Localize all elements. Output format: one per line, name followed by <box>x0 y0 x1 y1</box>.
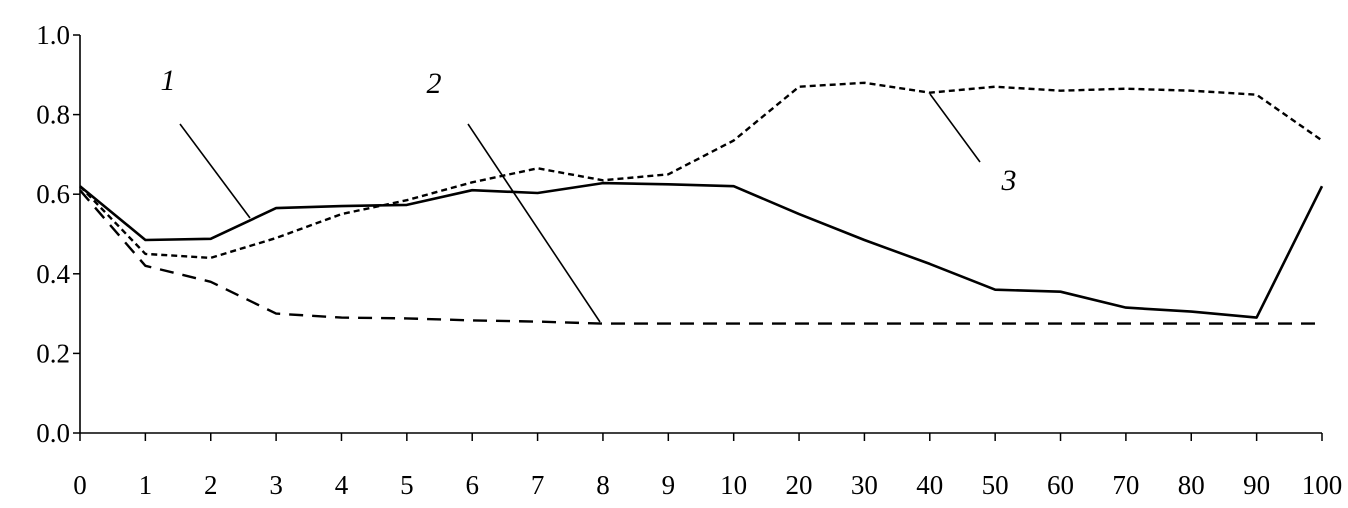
series-lines <box>79 81 1324 325</box>
series-line-1 <box>79 181 1324 319</box>
x-tick-label: 60 <box>1047 470 1074 500</box>
series-leader-line-3 <box>929 93 981 163</box>
x-tick-label: 20 <box>786 470 813 500</box>
series-annotations: 1 2 3 <box>161 64 1017 323</box>
x-tick-label: 2 <box>204 470 218 500</box>
x-tick-label: 4 <box>335 470 349 500</box>
series-leader-line-2 <box>467 123 601 323</box>
series-line-3 <box>79 81 1323 260</box>
x-tick-label: 9 <box>662 470 676 500</box>
x-tick-label: 70 <box>1112 470 1139 500</box>
x-tick-label: 50 <box>982 470 1009 500</box>
x-tick-label: 8 <box>596 470 610 500</box>
x-tick-label: 100 <box>1302 470 1343 500</box>
series-leader-line-1 <box>179 123 251 219</box>
x-tick-label: 0 <box>73 470 87 500</box>
y-tick-label: 1.0 <box>36 20 70 50</box>
series-label-1: 1 <box>161 64 176 97</box>
x-tick-label: 5 <box>400 470 414 500</box>
x-tick-label: 90 <box>1243 470 1270 500</box>
series-label-2: 2 <box>427 67 442 100</box>
x-tick-label: 10 <box>720 470 747 500</box>
y-tick-label: 0.4 <box>36 259 70 289</box>
x-tick-label: 40 <box>916 470 943 500</box>
y-tick-label: 0.8 <box>36 100 70 130</box>
x-tick-label: 7 <box>531 470 545 500</box>
axes: 0.0 0.2 0.4 0.6 0.8 1.0 0 1 2 3 4 5 6 7 8 9 10 20 30 40 50 60… <box>36 20 1342 500</box>
x-tick-label: 3 <box>269 470 283 500</box>
x-tick-label: 30 <box>851 470 878 500</box>
x-tick-label: 80 <box>1178 470 1205 500</box>
y-tick-label: 0.0 <box>36 418 70 448</box>
y-tick-label: 0.2 <box>36 338 70 368</box>
x-tick-label: 1 <box>139 470 153 500</box>
series-line-2 <box>79 189 1322 325</box>
x-tick-label: 6 <box>465 470 479 500</box>
series-label-3: 3 <box>1001 164 1017 197</box>
y-tick-label: 0.6 <box>36 179 70 209</box>
